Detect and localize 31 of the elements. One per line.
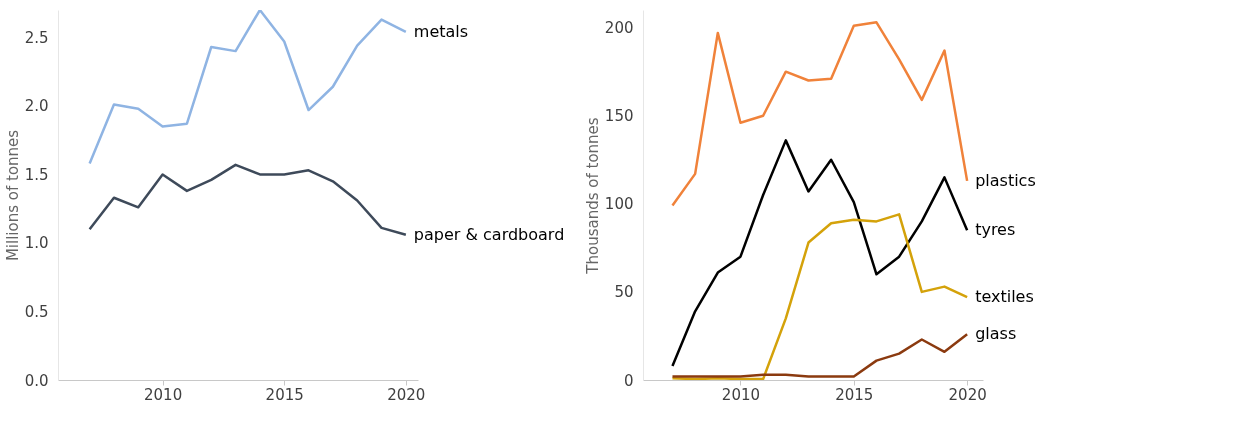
x-tick-label: 2020 (948, 385, 987, 404)
series-label: plastics (975, 170, 1036, 190)
series-label: textiles (975, 287, 1034, 307)
series-label: metals (413, 21, 469, 41)
series-label: glass (975, 324, 1017, 344)
y-axis-title: Thousands of tonnes (583, 117, 602, 275)
line-series (671, 21, 969, 207)
line-series (88, 10, 408, 165)
y-tick-label: 200 (604, 19, 634, 38)
line-series (88, 163, 408, 236)
y-tick-label: 1.0 (24, 234, 49, 253)
y-tick-label: 0 (623, 371, 634, 390)
y-tick-label: 150 (604, 107, 634, 126)
line-series (671, 332, 969, 378)
y-tick-label: 2.5 (24, 28, 49, 47)
x-tick-label: 2020 (387, 385, 426, 404)
y-tick-label: 0.0 (24, 371, 49, 390)
x-tick-label: 2010 (721, 385, 761, 404)
line-series (671, 139, 969, 368)
line-series (671, 213, 969, 380)
y-tick-label: 50 (614, 283, 634, 302)
x-tick-label: 2015 (835, 385, 874, 404)
x-tick-label: 2015 (265, 385, 304, 404)
y-tick-label: 1.5 (24, 165, 49, 184)
y-axis-title: Millions of tonnes (3, 129, 22, 262)
series-label: paper & cardboard (413, 224, 565, 244)
y-tick-label: 0.5 (24, 302, 49, 321)
series-label: tyres (975, 220, 1016, 240)
x-tick-label: 2010 (144, 385, 183, 404)
y-tick-label: 2.0 (24, 97, 49, 116)
y-tick-label: 100 (604, 195, 634, 214)
